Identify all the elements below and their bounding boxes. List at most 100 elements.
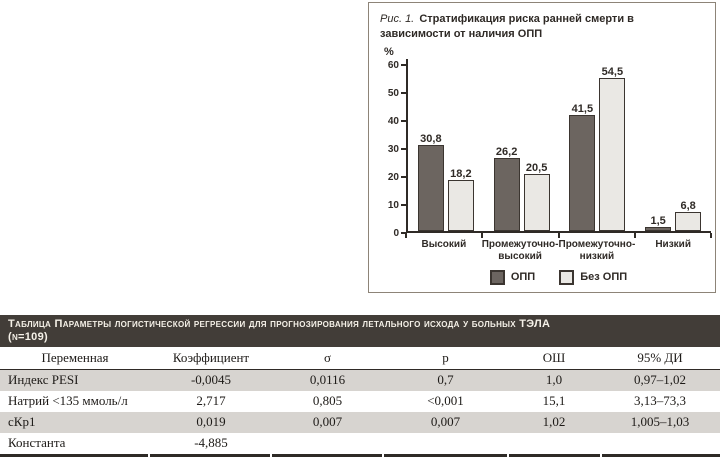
column-header: Переменная bbox=[0, 347, 150, 370]
table-section: Таблица Параметры логистической регресси… bbox=[0, 315, 720, 457]
bottom-rule-segment bbox=[0, 453, 148, 457]
table-cell: 0,805 bbox=[312, 393, 343, 408]
x-axis-ticks bbox=[405, 233, 712, 239]
y-tick-mark bbox=[401, 204, 406, 207]
table-cell: 1,0 bbox=[508, 369, 600, 391]
bar-ОПП: 30,8 bbox=[417, 133, 444, 232]
x-tick-mark bbox=[633, 233, 636, 239]
legend-item: Без ОПП bbox=[559, 269, 627, 285]
bar-group: 26,2 20,5 bbox=[484, 59, 560, 232]
table-cell: 0,007 bbox=[272, 411, 383, 433]
bar-Без ОПП: 6,8 bbox=[675, 200, 702, 232]
table-cell bbox=[600, 433, 720, 454]
x-tick-mark bbox=[481, 233, 484, 239]
y-tick-label: 50 bbox=[387, 87, 399, 99]
column-header: ОШ bbox=[508, 347, 600, 370]
y-tick-mark bbox=[401, 176, 406, 179]
bar-value-label: 1,5 bbox=[650, 215, 666, 228]
bar-group: 30,8 18,2 bbox=[408, 59, 484, 232]
y-tick-mark bbox=[401, 232, 406, 235]
column-header: σ bbox=[272, 347, 383, 370]
bar-value-label: 41,5 bbox=[571, 103, 594, 116]
legend-item: ОПП bbox=[489, 269, 536, 285]
table-cell: 1,005–1,03 bbox=[600, 411, 720, 433]
table-cell: 2,717 bbox=[196, 393, 226, 408]
figure-title: Стратификация риска ранней смерти в зави… bbox=[380, 13, 634, 40]
table-title: Таблица Параметры логистической регресси… bbox=[8, 318, 551, 330]
bar-value-label: 54,5 bbox=[601, 66, 624, 79]
table-bottom-rule bbox=[0, 453, 720, 457]
table-row: Натрий <135 ммоль/л 2,717 0,805 <0,001 15,1 3… bbox=[0, 391, 720, 412]
y-tick: 30 bbox=[380, 143, 406, 155]
table-row: Индекс PESI -0,0045 0,0116 0,7 1,0 0,97–1,02 bbox=[0, 369, 720, 391]
table-cell: Натрий <135 ммоль/л bbox=[8, 393, 128, 408]
table-row: Константа -4,885 bbox=[0, 433, 720, 454]
figure-caption: Рис. 1. Стратификация риска ранней смерт… bbox=[380, 12, 711, 41]
y-tick-label: 20 bbox=[387, 171, 399, 183]
y-tick-mark bbox=[401, 148, 406, 151]
y-tick: 50 bbox=[380, 87, 406, 99]
table-cell: сКр1 bbox=[0, 411, 150, 433]
y-tick: 0 bbox=[380, 227, 406, 239]
chart-legend: ОПП Без ОПП bbox=[406, 269, 711, 285]
table-cell: 1,02 bbox=[508, 411, 600, 433]
y-axis-unit-label: % bbox=[384, 46, 394, 59]
bar-group: 41,5 54,5 bbox=[560, 59, 636, 232]
table-cell: 0,0116 bbox=[272, 369, 383, 391]
y-axis: 0 10 20 30 40 50 60 bbox=[380, 59, 406, 239]
x-category-label: Промежуточно- низкий bbox=[558, 239, 636, 262]
x-category-label: Высокий bbox=[421, 239, 467, 251]
bottom-rule-segment bbox=[149, 453, 271, 457]
plot-area: 30,8 18,2 26,2 20,5 41,5 54,5 1,5 6,8 bbox=[406, 59, 711, 234]
table-cell: Константа bbox=[8, 435, 66, 450]
y-tick: 40 bbox=[380, 115, 406, 127]
bar-group: 1,5 6,8 bbox=[635, 59, 711, 232]
y-tick-label: 30 bbox=[387, 143, 399, 155]
bar-value-label: 20,5 bbox=[525, 162, 548, 175]
regression-table: Переменная Коэффициент σ p ОШ 95% ДИ Индекс P… bbox=[0, 347, 720, 454]
bar-ОПП: 26,2 bbox=[493, 146, 520, 232]
table-row: сКр1 0,019 0,007 0,007 1,02 1,005–1,03 bbox=[0, 411, 720, 433]
x-tick-mark bbox=[710, 233, 712, 239]
table-title-band: Таблица Параметры логистической регресси… bbox=[0, 315, 720, 347]
column-header: p bbox=[383, 347, 508, 370]
bottom-rule-segment bbox=[508, 453, 600, 457]
table-cell: 0,7 bbox=[383, 369, 508, 391]
table-cell: 0,019 bbox=[150, 411, 272, 433]
y-tick-label: 0 bbox=[393, 227, 399, 239]
legend-swatch bbox=[489, 269, 505, 285]
table-body: Индекс PESI -0,0045 0,0116 0,7 1,0 0,97–1,02 Н… bbox=[0, 369, 720, 454]
y-tick-label: 60 bbox=[387, 59, 399, 71]
bar-chart: 0 10 20 30 40 50 60 30,8 18,2 26,2 20,5 41,5 54,5 1,… bbox=[380, 59, 711, 239]
bar-value-label: 6,8 bbox=[680, 200, 696, 213]
table-cell bbox=[272, 433, 383, 454]
bar-ОПП: 41,5 bbox=[569, 103, 596, 232]
bar-Без ОПП: 18,2 bbox=[447, 168, 474, 232]
table-cell: <0,001 bbox=[427, 393, 464, 408]
bottom-rule-segment bbox=[383, 453, 507, 457]
bottom-rule-segment bbox=[272, 453, 382, 457]
table-cell: -0,0045 bbox=[150, 369, 272, 391]
legend-label: ОПП bbox=[510, 271, 536, 284]
y-tick-label: 10 bbox=[387, 199, 399, 211]
bar-Без ОПП: 54,5 bbox=[599, 66, 626, 232]
table-cell: 15,1 bbox=[542, 393, 566, 408]
bottom-rule-segment bbox=[601, 453, 720, 457]
table-cell: 0,97–1,02 bbox=[600, 369, 720, 391]
y-tick-mark bbox=[401, 92, 406, 95]
table-cell: 3,13–73,3 bbox=[634, 393, 686, 408]
column-header: Коэффициент bbox=[150, 347, 272, 370]
y-tick-label: 40 bbox=[387, 115, 399, 127]
table-cell bbox=[383, 433, 508, 454]
table-cell: Индекс PESI bbox=[0, 369, 150, 391]
x-axis-labels: Высокий Промежуточно- высокий Промежуточно… bbox=[406, 238, 711, 263]
y-tick: 60 bbox=[380, 59, 406, 71]
x-category-label: Низкий bbox=[655, 239, 691, 251]
bar-value-label: 30,8 bbox=[420, 133, 442, 146]
y-tick-mark bbox=[401, 64, 406, 67]
bar-ОПП: 1,5 bbox=[645, 215, 672, 232]
y-tick: 10 bbox=[380, 199, 406, 211]
table-subtitle: (N=109) bbox=[8, 331, 48, 343]
column-header: 95% ДИ bbox=[600, 347, 720, 370]
